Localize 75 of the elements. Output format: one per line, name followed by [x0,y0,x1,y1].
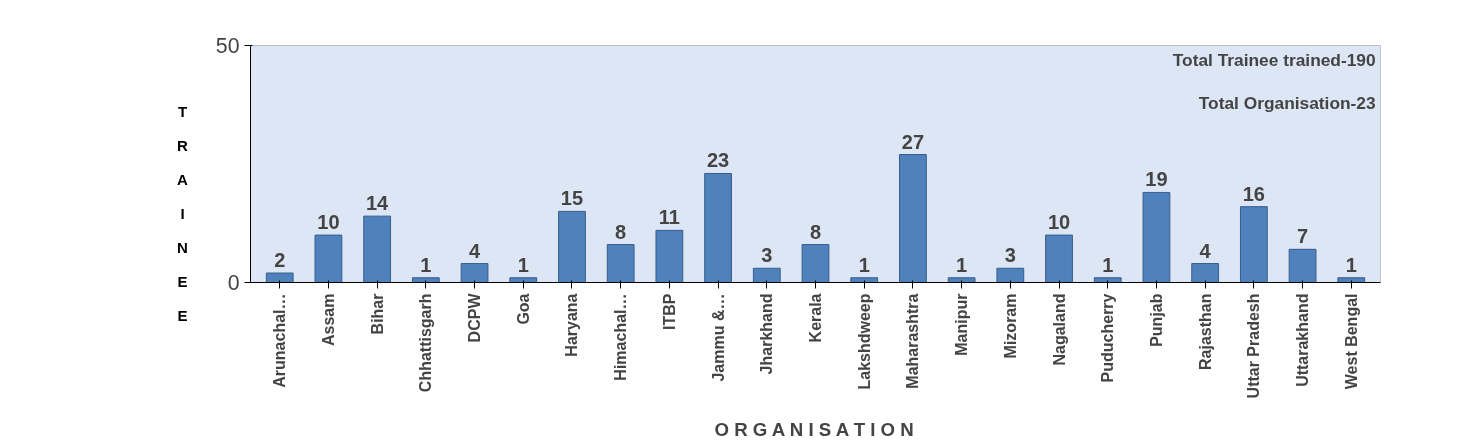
annotation: Total Trainee trained-190 [1172,50,1376,71]
data-label: 19 [1145,168,1168,191]
data-label: 1 [1345,253,1357,276]
x-tick-label: Punjab [1147,293,1165,347]
bar [1093,277,1122,283]
x-tick-label: Haryana [563,293,581,357]
bar [899,154,927,283]
data-label: 27 [901,130,925,153]
bar [1045,234,1073,283]
data-label: 7 [1297,225,1309,248]
data-label: 10 [1047,211,1071,234]
bar [606,244,635,283]
bar [947,277,976,283]
x-axis-title: O R G A N I S A T I O N [714,419,914,441]
data-label: 3 [761,244,773,267]
bar [314,234,343,283]
bar [704,172,732,283]
bar [655,229,684,283]
data-label: 3 [1004,244,1016,267]
x-tick-label: Rajasthan [1196,293,1214,370]
data-label: 1 [956,253,968,276]
x-tick-label: Maharashtra [904,293,922,389]
x-tick-label: Lakshdweep [855,293,873,390]
y-tick-label: 0 [227,271,240,295]
y-axis-title: TRAINEE [177,102,188,326]
x-tick-label: Jharkhand [758,293,776,375]
bar [1239,206,1268,283]
y-tick-label: 50 [215,34,240,58]
data-label: 23 [706,149,730,172]
x-tick-label: Chhattisgarh [417,293,435,393]
x-tick-label: Kerala [807,293,824,343]
bar [265,272,294,283]
x-tick-label: Nagaland [1050,293,1068,366]
data-label: 4 [1199,239,1212,262]
bar [460,263,489,283]
data-label: 1 [517,253,529,276]
data-label: 2 [274,249,286,272]
x-tick-label: Manipur [953,293,971,356]
bar [850,277,879,283]
x-tick-label: Bihar [368,293,386,335]
data-label: 11 [658,206,680,229]
annotation: Total Organisation-23 [1198,92,1376,113]
bar [996,267,1025,283]
x-tick-label: DCPW [466,292,484,343]
data-label: 1 [858,253,870,276]
x-tick-label: Uttarakhand [1294,293,1312,387]
data-label: 10 [317,211,340,234]
bar [1337,277,1366,283]
x-tick-label: Puducherry [1099,293,1117,383]
x-tick-label: Arunachal… [271,293,289,388]
x-tick-label: Mizoram [1001,293,1019,359]
data-label: 1 [1102,253,1114,276]
x-tick-label: ITBP [660,293,678,330]
data-label: 14 [366,192,390,215]
bar [1142,191,1171,283]
x-tick-label: Goa [514,293,532,325]
bar [558,210,586,283]
x-tick-label: Jammu &… [709,293,727,382]
bar [752,267,781,283]
bar [1191,263,1220,283]
bar [801,244,830,283]
data-label: 15 [560,187,584,210]
data-label: 16 [1242,182,1265,205]
x-tick-label: Assam [319,293,337,346]
bar [363,215,392,283]
data-label: 8 [615,220,627,243]
data-label: 1 [420,253,432,276]
bar [509,277,538,283]
bar [411,277,440,283]
x-tick-label: West Bengal [1342,293,1360,390]
bar [1288,248,1317,283]
data-label: 4 [468,239,481,262]
x-tick-label: Himachal… [612,293,630,381]
data-label: 8 [809,220,822,243]
x-tick-label: Uttar Pradesh [1245,293,1263,399]
